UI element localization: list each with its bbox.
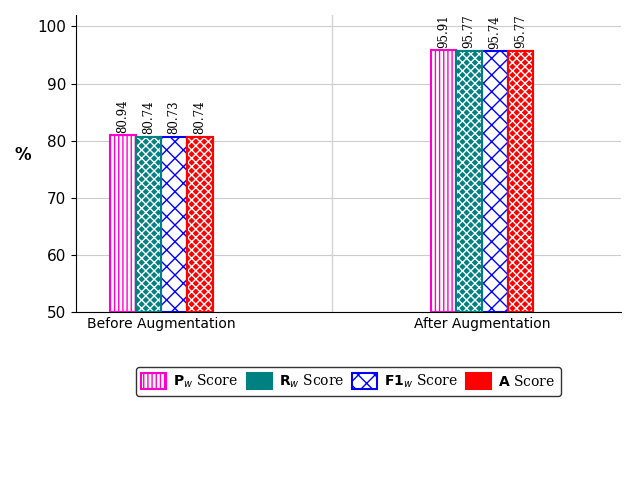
Text: 95.77: 95.77 (463, 15, 476, 48)
Text: 95.91: 95.91 (437, 14, 450, 48)
Text: 80.94: 80.94 (116, 100, 129, 133)
Bar (162, 137, 187, 312)
Text: 80.74: 80.74 (142, 101, 155, 134)
Text: 80.73: 80.73 (168, 101, 181, 134)
Bar (482, 51, 508, 312)
Bar (457, 51, 482, 312)
Bar (508, 51, 534, 312)
Bar (187, 137, 212, 312)
Bar (135, 137, 162, 312)
Text: 95.77: 95.77 (514, 15, 527, 48)
Bar (431, 50, 457, 312)
Bar (135, 137, 162, 312)
Y-axis label: %: % (15, 146, 32, 164)
Bar (110, 136, 135, 312)
Bar (457, 51, 482, 312)
Bar (508, 51, 534, 312)
Bar (457, 51, 482, 312)
Legend: $\mathbf{P}_{w}$ Score, $\mathbf{R}_{w}$ Score, $\mathbf{F1}_{w}$ Score, $\mathb: $\mathbf{P}_{w}$ Score, $\mathbf{R}_{w}$… (136, 367, 561, 396)
Text: 80.74: 80.74 (193, 101, 206, 134)
Bar (135, 137, 162, 312)
Bar (187, 137, 212, 312)
Bar (187, 137, 212, 312)
Text: 95.74: 95.74 (488, 15, 501, 49)
Bar (508, 51, 534, 312)
